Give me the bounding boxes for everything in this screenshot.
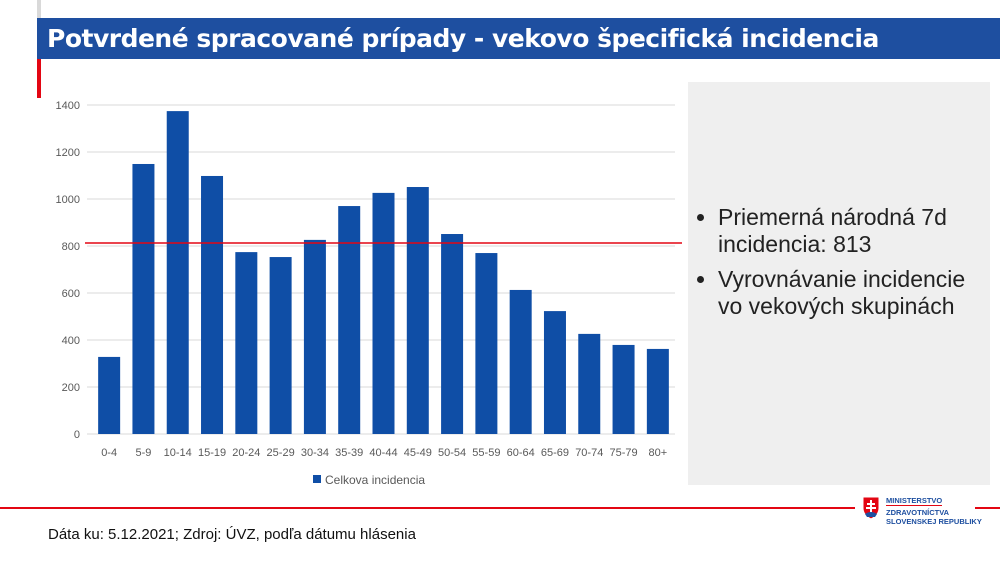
y-tick-label: 1000 <box>56 194 80 206</box>
x-tick-label: 30-34 <box>301 447 329 459</box>
bar-0-4 <box>98 356 121 434</box>
x-tick-label: 50-54 <box>438 447 466 459</box>
coat-of-arms-icon <box>862 496 880 520</box>
divider-line <box>0 507 855 509</box>
bar-35-39 <box>338 206 361 434</box>
x-tick-label: 5-9 <box>135 447 151 459</box>
page-title: Potvrdené spracované prípady - vekovo šp… <box>37 18 1000 59</box>
x-tick-label: 55-59 <box>472 447 500 459</box>
bar-60-64 <box>509 289 532 434</box>
x-tick-label: 10-14 <box>164 447 192 459</box>
accent-bar <box>37 59 41 98</box>
ministry-logo: MINISTERSTVO ZDRAVOTNÍCTVA SLOVENSKEJ RE… <box>862 496 982 526</box>
bar-75-79 <box>612 344 635 434</box>
bar-5-9 <box>132 163 155 435</box>
divider-line <box>975 507 1000 509</box>
bar-80+ <box>646 348 669 434</box>
y-tick-label: 0 <box>74 429 80 441</box>
legend-swatch <box>313 475 321 483</box>
y-tick-label: 600 <box>62 288 80 300</box>
logo-line1: MINISTERSTVO <box>886 496 943 506</box>
x-tick-label: 0-4 <box>101 447 117 459</box>
x-tick-label: 35-39 <box>335 447 363 459</box>
bar-65-69 <box>543 311 566 434</box>
logo-line3: SLOVENSKEJ REPUBLIKY <box>886 517 982 526</box>
x-tick-label: 25-29 <box>267 447 295 459</box>
y-tick-label: 1200 <box>56 147 80 159</box>
y-tick-label: 1400 <box>56 100 80 112</box>
bar-45-49 <box>406 187 429 434</box>
y-tick-label: 200 <box>62 382 80 394</box>
decor-bar <box>37 0 41 18</box>
bar-10-14 <box>166 111 189 435</box>
bar-15-19 <box>201 175 224 434</box>
y-tick-label: 800 <box>62 241 80 253</box>
bar-55-59 <box>475 253 498 434</box>
bullet-equalization: Vyrovnávanie incidencie vo vekových skup… <box>718 266 990 320</box>
x-tick-label: 20-24 <box>232 447 260 459</box>
x-tick-label: 45-49 <box>404 447 432 459</box>
x-tick-label: 80+ <box>649 447 668 459</box>
x-tick-label: 60-64 <box>507 447 535 459</box>
bullet-national-incidence: Priemerná národná 7d incidencia: 813 <box>718 204 990 258</box>
x-tick-label: 15-19 <box>198 447 226 459</box>
bar-25-29 <box>269 257 292 434</box>
logo-line2: ZDRAVOTNÍCTVA <box>886 508 950 517</box>
bar-30-34 <box>303 239 326 434</box>
bar-50-54 <box>441 234 464 434</box>
bar-chart: 0 200 400 600 800 1000 1200 1400 0-4 5-9 10-14 15-1… <box>56 100 682 487</box>
x-tick-label: 75-79 <box>609 447 637 459</box>
y-tick-label: 400 <box>62 335 80 347</box>
source-note: Dáta ku: 5.12.2021; Zdroj: ÚVZ, podľa dá… <box>48 526 416 543</box>
legend-label: Celkova incidencia <box>325 473 425 487</box>
info-panel: Priemerná národná 7d incidencia: 813 Vyr… <box>688 82 990 485</box>
x-tick-label: 40-44 <box>369 447 397 459</box>
bar-40-44 <box>372 192 395 434</box>
x-tick-label: 70-74 <box>575 447 603 459</box>
bar-70-74 <box>578 333 601 434</box>
x-tick-label: 65-69 <box>541 447 569 459</box>
bar-20-24 <box>235 252 258 434</box>
